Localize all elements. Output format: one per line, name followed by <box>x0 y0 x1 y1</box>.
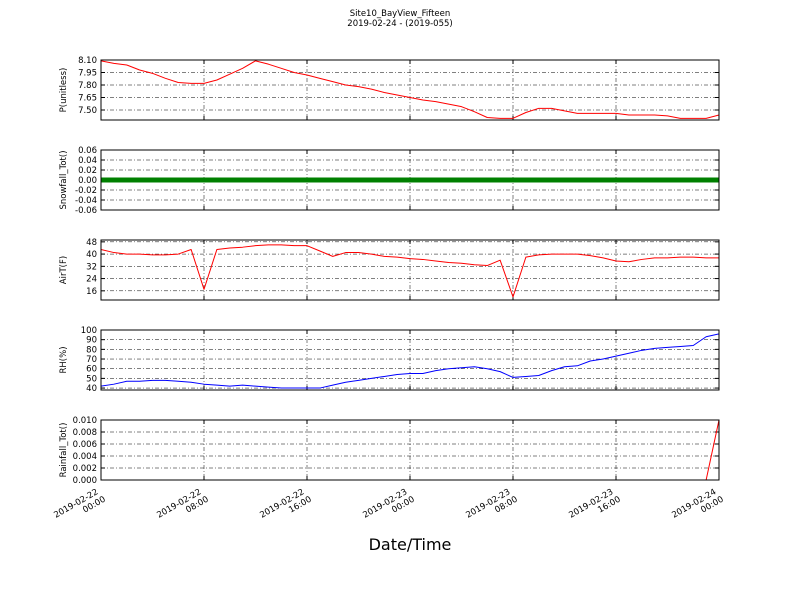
x-axis-label: Date/Time <box>369 535 452 554</box>
y-tick-label: 0.000 <box>73 476 97 486</box>
data-line <box>100 60 720 119</box>
plot-frame <box>100 329 720 391</box>
data-line <box>100 333 720 389</box>
y-tick-label: 0.06 <box>78 146 97 156</box>
y-tick-label: 100 <box>81 326 97 336</box>
y-tick-label: 0.04 <box>78 156 97 166</box>
y-tick-label: 0.00 <box>78 176 97 186</box>
y-axis-label: RH(%) <box>59 346 69 373</box>
y-tick-label: 90 <box>86 336 97 346</box>
y-tick-label: 32 <box>86 262 97 272</box>
y-tick-label: 40 <box>86 384 97 394</box>
plot-frame <box>100 419 720 481</box>
y-tick-label: 40 <box>86 250 97 260</box>
chart-subtitle: 2019-02-24 - (2019-055) <box>347 19 452 29</box>
y-tick-label: 0.008 <box>73 428 97 438</box>
y-axis-label: AirT(F) <box>59 256 69 284</box>
y-tick-label: -0.02 <box>75 186 97 196</box>
data-line <box>100 244 719 298</box>
y-tick-label: 7.80 <box>78 81 97 91</box>
y-tick-label: 0.002 <box>73 464 97 474</box>
y-axis-label: Snowfall_Tot() <box>59 150 69 209</box>
y-tick-label: 50 <box>86 374 97 384</box>
y-tick-label: 80 <box>86 345 97 355</box>
y-tick-label: 70 <box>86 355 97 365</box>
y-tick-label: 7.95 <box>78 69 97 79</box>
y-tick-label: 48 <box>86 238 97 248</box>
y-axis-label: Rainfall_Tot() <box>59 423 69 478</box>
y-tick-label: 0.010 <box>73 416 97 426</box>
y-tick-label: -0.06 <box>75 206 97 216</box>
y-tick-label: -0.04 <box>75 196 97 206</box>
y-tick-label: 7.65 <box>78 94 97 104</box>
chart-title: Site10_BayView_Fifteen <box>350 9 451 19</box>
y-tick-label: 0.004 <box>73 452 97 462</box>
y-tick-label: 8.10 <box>78 56 97 66</box>
y-tick-label: 0.006 <box>73 440 97 450</box>
y-axis-label: P(unitless) <box>59 68 69 113</box>
y-tick-label: 7.50 <box>78 106 97 116</box>
y-tick-label: 24 <box>86 275 97 285</box>
plot-frame <box>100 59 720 121</box>
y-tick-label: 0.02 <box>78 166 97 176</box>
y-tick-label: 16 <box>86 287 97 297</box>
plot-frame <box>100 149 720 211</box>
y-tick-label: 60 <box>86 365 97 375</box>
plot-frame <box>100 239 720 301</box>
